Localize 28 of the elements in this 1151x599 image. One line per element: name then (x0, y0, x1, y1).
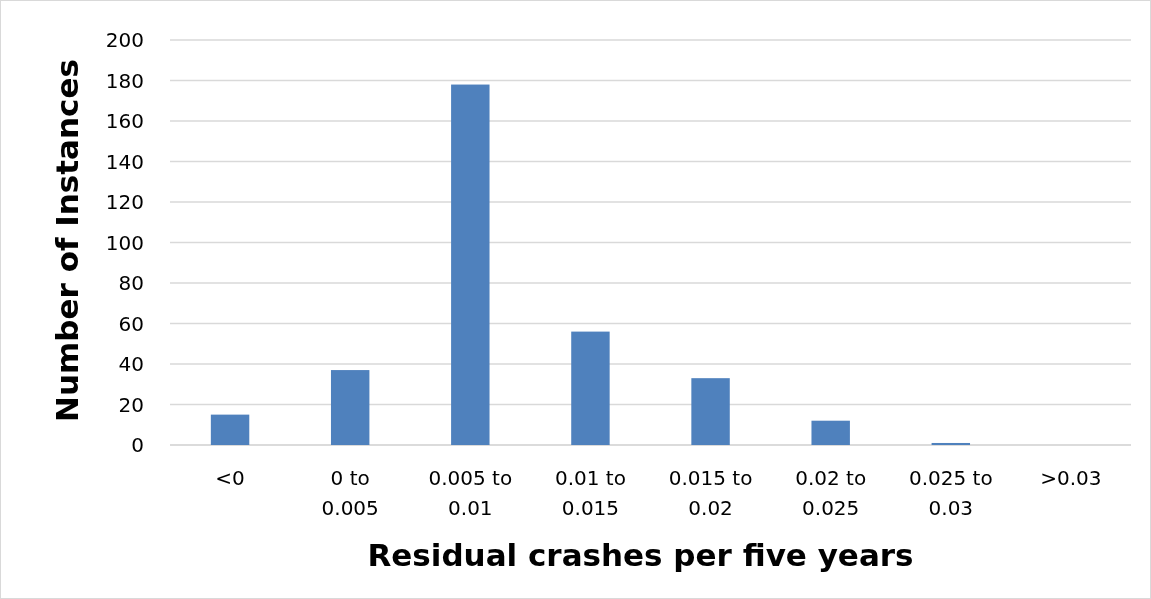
bar (931, 442, 971, 445)
bar (571, 331, 610, 445)
bar (330, 370, 370, 445)
y-tick-label: 160 (105, 109, 144, 133)
x-tick-label: 0.025 to 0.03 (908, 466, 993, 520)
x-tick-label: 0.015 to 0.02 (668, 466, 753, 520)
y-tick-label: 20 (118, 392, 144, 417)
y-tick-label: 100 (105, 230, 144, 255)
x-tick-label: 0.005 to 0.01 (428, 466, 513, 520)
bar (811, 420, 850, 445)
bar (451, 84, 490, 445)
y-tick-label: 140 (105, 149, 144, 174)
x-axis-title: Residual crashes per five years (367, 537, 914, 573)
y-tick-label: 200 (105, 28, 144, 52)
x-tick-label: 0.01 to 0.015 (554, 466, 626, 520)
x-tick-label: 0.02 to 0.025 (795, 466, 867, 520)
y-tick-label: 180 (105, 68, 144, 93)
y-tick-label: 60 (118, 311, 144, 336)
y-tick-label: 40 (118, 352, 144, 376)
y-tick-label: 80 (118, 271, 144, 295)
y-axis-title: Number of Instances (49, 59, 85, 422)
x-tick-label: >0.03 (1040, 466, 1102, 490)
bar (210, 414, 250, 445)
y-tick-label: 120 (105, 190, 144, 214)
y-tick-label: 0 (131, 433, 144, 457)
x-tick-label: 0 to 0.005 (321, 466, 379, 520)
x-tick-label: <0 (215, 466, 245, 490)
bar (691, 378, 730, 445)
